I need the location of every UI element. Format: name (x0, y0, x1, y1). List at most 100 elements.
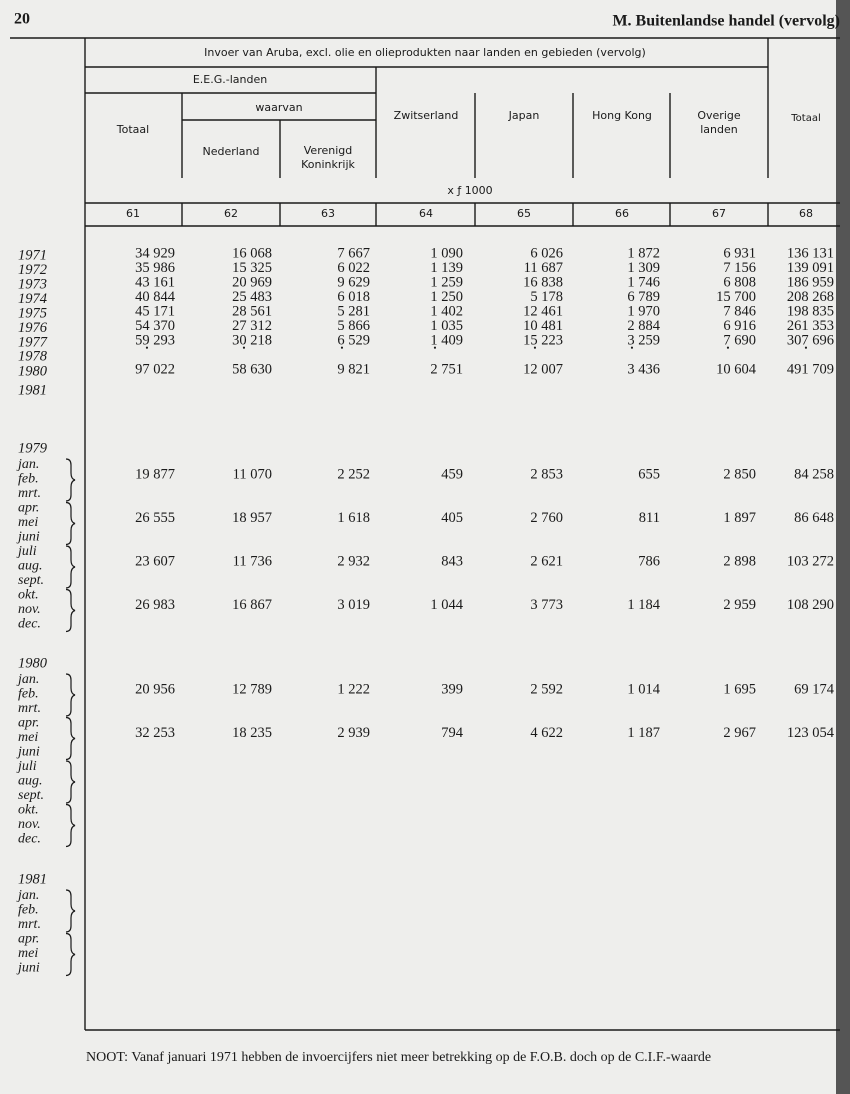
column-header: Overige (697, 109, 740, 122)
month-label: mrt. (18, 486, 41, 501)
cell-value: 2 853 (530, 466, 563, 482)
row-label: 1971 (18, 247, 47, 263)
brace (65, 673, 76, 717)
month-label: nov. (18, 602, 41, 617)
cell-value: 1 259 (430, 274, 463, 290)
cell-value: 136 131 (787, 245, 834, 261)
month-label: sept. (18, 573, 44, 588)
row-label: 1981 (18, 382, 47, 398)
cell-value: 59 293 (135, 332, 175, 348)
row-label: 1978 (18, 348, 48, 364)
cell-value: 16 838 (523, 274, 563, 290)
brace (65, 501, 76, 546)
cell-value: 2 959 (723, 597, 756, 613)
cell-value: 27 312 (232, 318, 272, 334)
column-header: Zwitserland (394, 109, 459, 122)
cell-value: 16 867 (232, 597, 272, 613)
cell-value: 7 156 (723, 260, 756, 276)
cell-value: 2 932 (337, 553, 370, 569)
cell-value: 1 897 (723, 510, 756, 526)
column-header: Totaal (116, 123, 149, 136)
cell-value: 1 695 (723, 681, 756, 697)
brace (65, 889, 76, 933)
cell-value: 5 178 (530, 289, 563, 305)
column-header: Verenigd (304, 144, 352, 157)
cell-value: 45 171 (135, 303, 175, 319)
month-label: apr. (18, 501, 39, 516)
cell-value: 3 436 (627, 361, 660, 377)
cell-value: 10 481 (523, 318, 563, 334)
cell-value: 1 309 (627, 260, 660, 276)
cell-value: 7 846 (723, 303, 756, 319)
cell-value: 261 353 (787, 318, 834, 334)
cell-value: 35 986 (135, 260, 175, 276)
month-label: mrt. (18, 701, 41, 716)
cell-value: 1 970 (627, 303, 660, 319)
cell-value: 1 035 (430, 318, 463, 334)
brace (65, 458, 76, 502)
column-header: Japan (508, 109, 540, 122)
cell-value: 6 789 (627, 289, 660, 305)
cell-value: 2 751 (430, 361, 463, 377)
period-year: 1979 (18, 440, 48, 456)
cell-value: 1 090 (430, 245, 463, 261)
column-header: Totaal (790, 113, 820, 124)
cell-value: 20 956 (135, 681, 175, 697)
month-label: juni (16, 960, 40, 975)
cell-value: 12 461 (523, 303, 563, 319)
cell-value: 399 (441, 681, 463, 697)
cell-value: 10 604 (716, 361, 757, 377)
cell-value: 7 667 (337, 245, 370, 261)
cell-value: 6 916 (723, 318, 756, 334)
cell-value: 15 223 (523, 332, 563, 348)
cell-value: 2 850 (723, 466, 756, 482)
cell-value: 1 044 (430, 597, 463, 613)
cell-value: 491 709 (787, 361, 834, 377)
cell-value: 7 690 (723, 332, 756, 348)
cell-value: 1 250 (430, 289, 463, 305)
cell-value: 1 746 (627, 274, 660, 290)
cell-value: 6 026 (530, 245, 563, 261)
cell-value: 811 (639, 510, 660, 526)
month-label: jan. (16, 672, 39, 687)
month-label: juli (16, 759, 37, 774)
cell-value: 3 019 (337, 597, 370, 613)
cell-value: 15 700 (716, 289, 756, 305)
cell-value: 18 957 (232, 510, 272, 526)
month-label: aug. (18, 559, 43, 574)
row-label: 1975 (18, 305, 47, 321)
month-label: juli (16, 544, 37, 559)
cell-value: 1 618 (337, 510, 370, 526)
cell-value: 208 268 (787, 289, 834, 305)
cell-value: 186 959 (787, 274, 834, 290)
brace (65, 545, 76, 589)
brace (65, 932, 76, 977)
column-number: 68 (799, 207, 813, 220)
cell-value: 405 (441, 510, 463, 526)
month-label: nov. (18, 817, 41, 832)
month-label: jan. (16, 888, 39, 903)
cell-value: 25 483 (232, 289, 272, 305)
column-header: Hong Kong (592, 109, 652, 122)
column-number: 64 (419, 207, 433, 220)
row-label: 1972 (18, 262, 47, 278)
cell-value: 123 054 (787, 725, 835, 741)
cell-value: 1 222 (337, 681, 370, 697)
month-label: aug. (18, 774, 43, 789)
cell-value: 198 835 (787, 303, 834, 319)
cell-value: 28 561 (232, 303, 272, 319)
cell-value: 2 898 (723, 553, 756, 569)
cell-value: 2 967 (723, 725, 756, 741)
cell-value: 40 844 (135, 289, 176, 305)
cell-value: 69 174 (794, 681, 835, 697)
cell-value: 12 007 (523, 361, 563, 377)
section-title: M. Buitenlandse handel (vervolg) (612, 13, 840, 30)
rules (10, 37, 840, 1031)
cell-value: 2 884 (627, 318, 660, 334)
cell-value: 34 929 (135, 245, 175, 261)
column-number: 65 (517, 207, 531, 220)
cell-value: 5 281 (337, 303, 370, 319)
brace (65, 803, 76, 848)
row-label: 1976 (18, 320, 48, 336)
cell-value: 18 235 (232, 725, 272, 741)
